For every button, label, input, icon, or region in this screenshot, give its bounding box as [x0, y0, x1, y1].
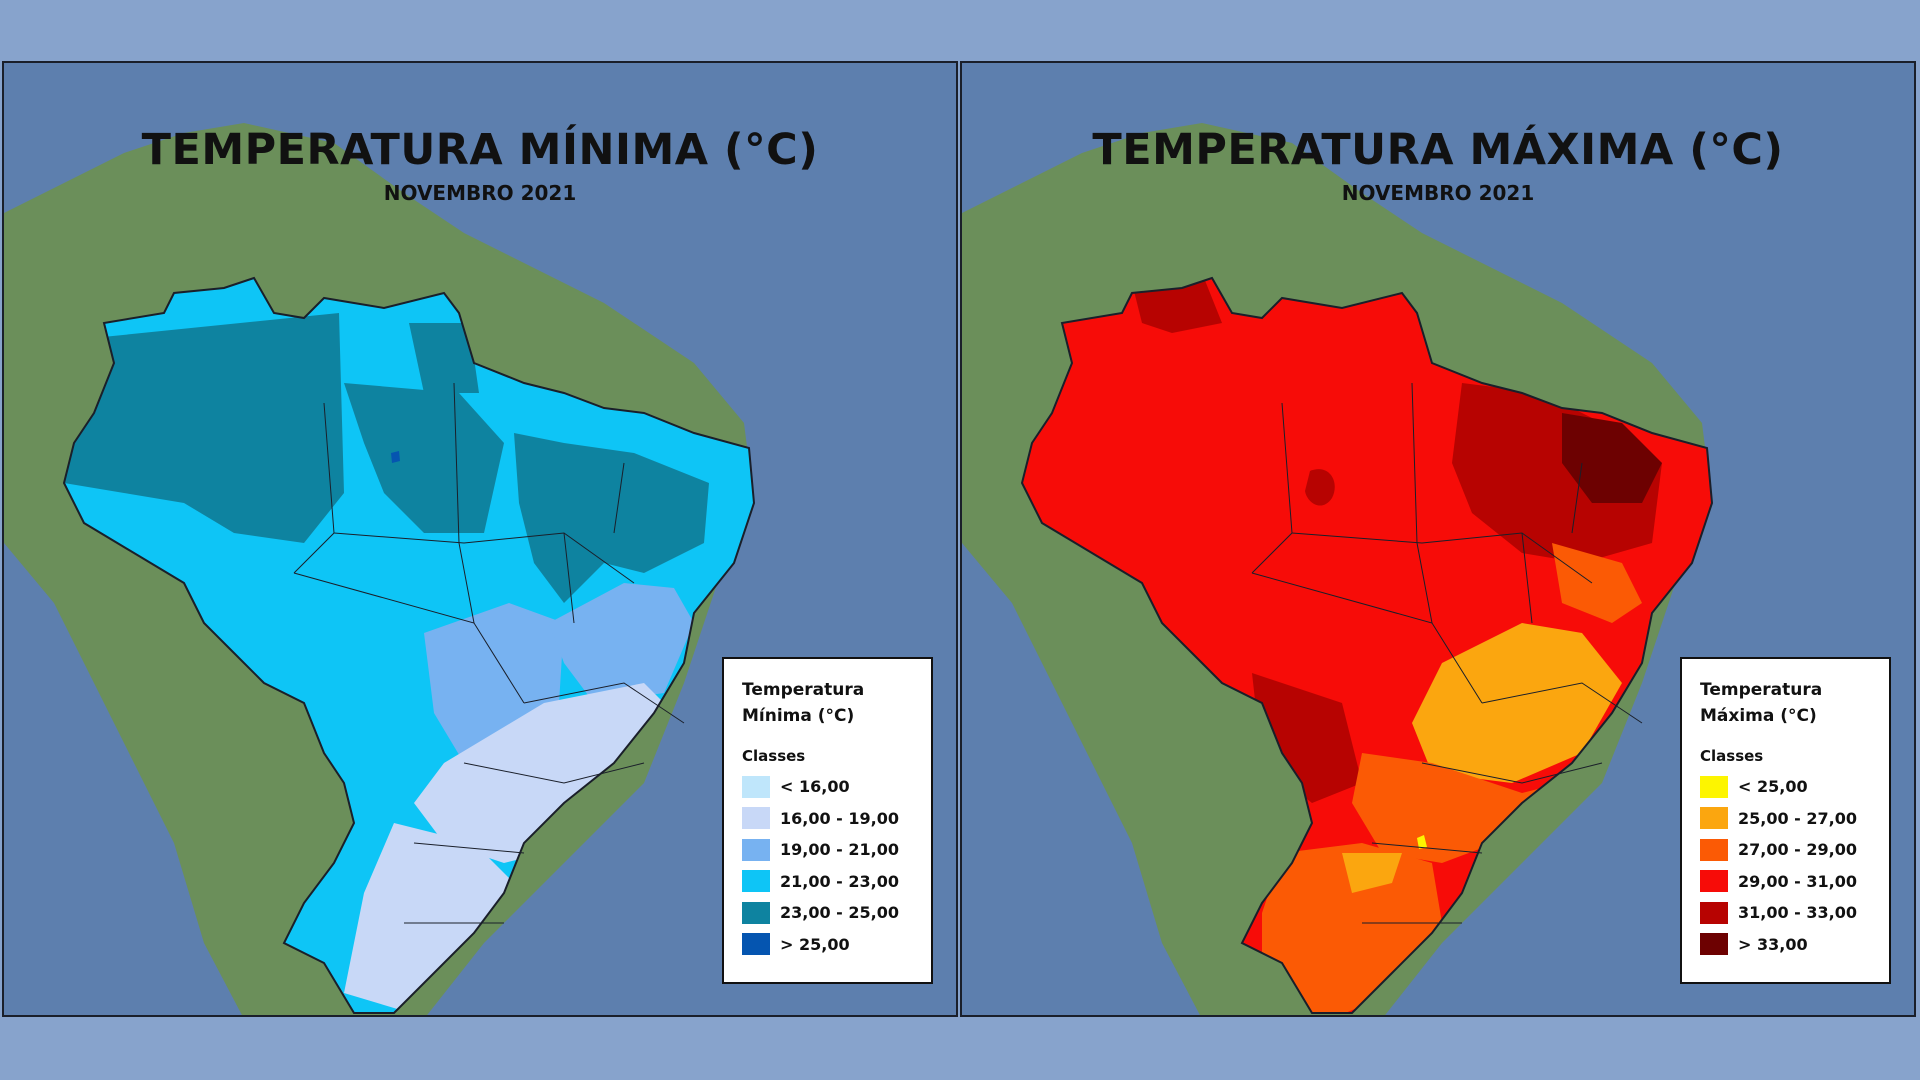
legend-item: 31,00 - 33,00	[1700, 897, 1889, 929]
class-region-16-19-southeast	[414, 683, 684, 863]
legend-label: > 25,00	[780, 934, 850, 954]
legend-label: 27,00 - 29,00	[1738, 840, 1857, 860]
state-border-line	[523, 682, 685, 724]
brazil-outline	[62, 276, 756, 1014]
map-title: TEMPERATURA MÁXIMA (°C)	[1092, 125, 1784, 175]
class-region-25-27-south	[1342, 853, 1402, 893]
class-region-under-25	[1417, 835, 1427, 849]
state-borders	[293, 382, 685, 924]
legend-swatch	[742, 933, 770, 956]
legend-item: < 25,00	[1700, 771, 1889, 803]
state-borders	[1251, 382, 1643, 924]
legend-label: < 25,00	[1738, 777, 1808, 797]
class-region-23-25-amapa	[409, 323, 479, 393]
state-border-line	[1371, 842, 1483, 854]
legend-item: 16,00 - 19,00	[742, 803, 931, 835]
legend-swatch	[1700, 838, 1728, 861]
class-region-27-29-east	[1552, 543, 1642, 623]
legend-label: 31,00 - 33,00	[1738, 903, 1857, 923]
state-border-line	[1521, 532, 1533, 624]
legend-swatch	[1700, 807, 1728, 830]
legend-swatch	[1700, 901, 1728, 924]
legend-max-temperature: Temperatura Máxima (°C) Classes < 25,00 …	[1680, 657, 1891, 984]
map-panel-min-temperature: TEMPERATURA MÍNIMA (°C) NOVEMBRO 2021 Te…	[2, 61, 958, 1017]
legend-item: 21,00 - 23,00	[742, 866, 931, 898]
legend-swatch	[1700, 775, 1728, 798]
legend-label: 23,00 - 25,00	[780, 903, 899, 923]
legend-min-temperature: Temperatura Mínima (°C) Classes < 16,00 …	[722, 657, 933, 984]
legend-swatch	[742, 838, 770, 861]
legend-item: 25,00 - 27,00	[1700, 803, 1889, 835]
legend-label: < 16,00	[780, 777, 850, 797]
legend-label: 29,00 - 31,00	[1738, 871, 1857, 891]
legend-swatch	[1700, 870, 1728, 893]
class-region-25-27-southeast	[1412, 623, 1622, 783]
class-region-31-33-para-spot	[1305, 469, 1335, 506]
legend-item: > 25,00	[742, 929, 931, 961]
legend-title-line2: Máxima (°C)	[1700, 706, 1817, 726]
legend-swatch	[742, 807, 770, 830]
class-region-19-21-bahia	[549, 583, 694, 703]
state-border-line	[613, 462, 625, 534]
legend-swatch	[742, 901, 770, 924]
legend-title-line1: Temperatura	[742, 680, 865, 700]
state-border-line	[333, 532, 635, 584]
legend-item: < 16,00	[742, 771, 931, 803]
legend-label: 21,00 - 23,00	[780, 871, 899, 891]
class-region-23-25-para	[344, 383, 504, 533]
map-panel-max-temperature: TEMPERATURA MÁXIMA (°C) NOVEMBRO 2021 Te…	[960, 61, 1916, 1017]
class-region-23-25-amazonas	[64, 313, 344, 543]
legend-classes-label: Classes	[742, 747, 806, 765]
state-border-line	[293, 572, 525, 704]
class-region-23-25-nordeste	[514, 433, 709, 603]
legend-swatch	[742, 775, 770, 798]
legend-label: 16,00 - 19,00	[780, 808, 899, 828]
legend-classes-label: Classes	[1700, 747, 1764, 765]
class-region-over-25	[391, 451, 400, 463]
legend-label: 19,00 - 21,00	[780, 840, 899, 860]
brazil-outline	[1020, 276, 1714, 1014]
state-border-line	[413, 842, 525, 854]
legend-label: 25,00 - 27,00	[1738, 808, 1857, 828]
legend-title-line1: Temperatura	[1700, 680, 1823, 700]
state-border-line	[1571, 462, 1583, 534]
map-max-temperature	[962, 63, 1914, 1015]
map-title: TEMPERATURA MÍNIMA (°C)	[141, 125, 819, 175]
state-border-line	[1291, 532, 1593, 584]
state-border-line	[563, 532, 575, 624]
legend-item: > 33,00	[1700, 929, 1889, 961]
legend-item: 27,00 - 29,00	[1700, 834, 1889, 866]
legend-item: 29,00 - 31,00	[1700, 866, 1889, 898]
state-border-line	[1481, 682, 1643, 724]
legend-swatch	[1700, 933, 1728, 956]
legend-title-line2: Mínima (°C)	[742, 706, 855, 726]
legend-item: 19,00 - 21,00	[742, 834, 931, 866]
class-region-over-33	[1562, 413, 1662, 503]
legend-label: > 33,00	[1738, 934, 1808, 954]
map-subtitle: NOVEMBRO 2021	[1341, 181, 1535, 205]
legend-swatch	[742, 870, 770, 893]
state-border-line	[463, 762, 645, 784]
state-border-line	[1251, 572, 1483, 704]
map-subtitle: NOVEMBRO 2021	[383, 181, 577, 205]
state-border-line	[1421, 762, 1603, 784]
map-min-temperature	[4, 63, 956, 1015]
legend-item: 23,00 - 25,00	[742, 897, 931, 929]
